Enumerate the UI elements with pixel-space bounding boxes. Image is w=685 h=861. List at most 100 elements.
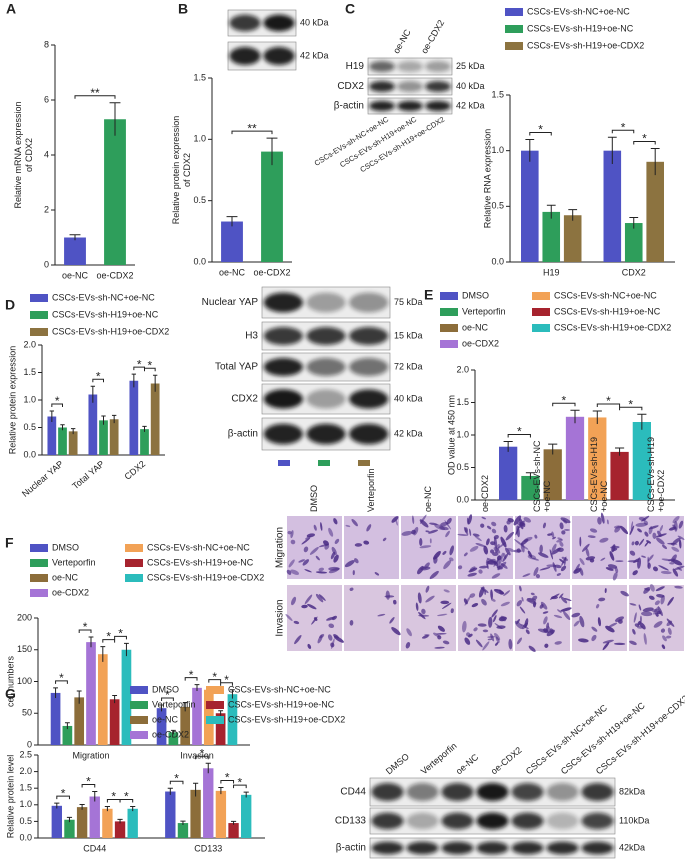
- cell: [671, 546, 680, 552]
- bar: [165, 791, 176, 838]
- error-bar: [54, 802, 60, 809]
- blot-band: [306, 389, 346, 409]
- y-tick-label: 1.0: [23, 394, 36, 404]
- cell: [614, 616, 625, 622]
- legend-label: oe-NC: [152, 714, 179, 724]
- cell: [505, 531, 514, 541]
- error-bar: [111, 414, 117, 424]
- legend-swatch: [130, 716, 148, 724]
- legend-swatch: [30, 328, 48, 336]
- cell: [488, 616, 493, 628]
- y-axis-label: Relative RNA expression: [482, 129, 492, 229]
- error-bar: [69, 234, 81, 241]
- cell: [507, 547, 515, 553]
- cell: [391, 516, 399, 523]
- cell: [500, 615, 506, 619]
- micrograph-column-label: +oe-NC: [542, 480, 552, 512]
- y-tick-label: 50: [22, 708, 32, 718]
- blot-band: [349, 423, 389, 445]
- cell: [638, 604, 642, 611]
- cell: [667, 542, 678, 545]
- error-bar: [76, 690, 82, 704]
- significance-label: *: [147, 358, 152, 372]
- cell: [478, 569, 483, 574]
- error-bar: [548, 443, 558, 455]
- blot-band: [349, 292, 389, 313]
- cell: [556, 573, 561, 576]
- cell: [667, 627, 672, 635]
- cell: [315, 555, 320, 561]
- cell: [290, 539, 296, 545]
- cell: [450, 608, 454, 614]
- cell: [331, 638, 335, 650]
- error-bar: [101, 415, 106, 425]
- cell: [304, 569, 312, 573]
- error-bar: [152, 374, 158, 392]
- significance-label: *: [224, 673, 229, 687]
- significance-label: *: [83, 620, 88, 634]
- error-bar: [546, 204, 556, 219]
- cell: [467, 514, 473, 525]
- cell: [354, 543, 363, 547]
- error-bar: [88, 636, 94, 648]
- cell: [437, 625, 445, 632]
- cell: [542, 522, 547, 529]
- bar: [192, 687, 202, 745]
- blot-band: [581, 812, 614, 830]
- cell: [315, 571, 328, 574]
- legend-label: DMSO: [462, 290, 489, 300]
- cell: [286, 569, 292, 575]
- bar: [64, 819, 75, 838]
- legend-label: oe-CDX2: [462, 338, 499, 348]
- blot-band: [581, 783, 614, 801]
- cell: [306, 533, 316, 538]
- y-tick-label: 1.5: [456, 397, 469, 407]
- cell: [523, 536, 533, 542]
- significance-bracket: [611, 129, 635, 134]
- y-tick-label: 1.5: [19, 783, 32, 793]
- legend-label: CSCs-EVs-sh-H19+oe-NC: [527, 23, 634, 33]
- blot-band: [369, 61, 395, 72]
- cell: [483, 545, 489, 555]
- cell: [654, 600, 660, 606]
- cell: [486, 538, 490, 546]
- cell: [326, 616, 336, 621]
- legend-swatch: [440, 308, 458, 316]
- cell: [294, 634, 302, 645]
- cell: [487, 638, 493, 641]
- error-bar: [629, 216, 639, 229]
- error-bar: [53, 687, 58, 699]
- significance-label: *: [111, 790, 116, 804]
- error-bar: [615, 447, 625, 456]
- bar: [499, 446, 518, 500]
- error-bar: [112, 694, 118, 704]
- legend-label: CSCs-EVs-sh-H19+oe-NC: [554, 306, 661, 316]
- cell: [537, 628, 550, 634]
- cell: [578, 638, 589, 643]
- blot-band: [397, 81, 423, 92]
- blot-band: [581, 841, 614, 855]
- cell: [419, 545, 432, 549]
- cell: [425, 595, 435, 603]
- cell: [495, 543, 500, 553]
- blot-band: [406, 783, 439, 801]
- significance-label: *: [61, 786, 66, 800]
- blot-row-label: H19: [346, 61, 365, 72]
- cell: [413, 526, 419, 536]
- bar: [109, 699, 120, 745]
- cell: [546, 564, 557, 568]
- bar: [64, 237, 86, 265]
- bar: [168, 732, 179, 745]
- legend-swatch: [505, 8, 523, 16]
- cell: [659, 524, 664, 532]
- cell: [653, 607, 659, 615]
- cell: [579, 567, 584, 576]
- cell: [587, 535, 596, 539]
- error-bar: [92, 791, 98, 802]
- cell: [557, 537, 563, 541]
- bar: [76, 807, 88, 838]
- cell: [328, 566, 340, 571]
- cell: [547, 533, 553, 536]
- cell: [641, 515, 650, 522]
- cell: [564, 557, 567, 566]
